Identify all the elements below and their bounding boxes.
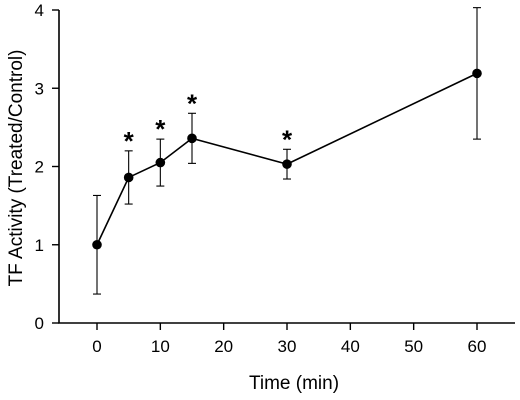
data-points (92, 68, 482, 250)
y-tick-label: 1 (35, 236, 44, 255)
significance-star: * (155, 114, 166, 144)
x-tick-label: 0 (92, 337, 101, 356)
significance-markers: * * * * * (124, 0, 483, 156)
x-tick-label: 10 (151, 337, 170, 356)
y-axis-ticks: 0 1 2 3 4 (35, 1, 59, 333)
data-point (282, 159, 292, 169)
x-tick-label: 40 (341, 337, 360, 356)
y-tick-label: 3 (35, 79, 44, 98)
x-axis-ticks: 0 10 20 30 40 50 60 (92, 323, 486, 356)
significance-star: * (472, 0, 483, 13)
data-point (92, 239, 102, 250)
data-point (123, 172, 134, 183)
series-line (96, 72, 478, 246)
x-tick-label: 60 (468, 337, 487, 356)
x-tick-label: 30 (278, 337, 297, 356)
significance-star: * (187, 88, 198, 118)
data-point (472, 68, 482, 79)
x-axis-label: Time (min) (249, 373, 339, 394)
x-tick-label: 50 (404, 337, 423, 356)
data-point (187, 133, 197, 144)
significance-star: * (282, 124, 293, 154)
y-tick-label: 2 (35, 158, 44, 177)
y-tick-label: 0 (35, 314, 44, 333)
y-axis-label: TF Activity (Treated/Control) (6, 50, 27, 287)
data-point (155, 157, 166, 168)
significance-star: * (124, 126, 135, 156)
x-tick-label: 20 (214, 337, 233, 356)
y-tick-label: 4 (35, 1, 44, 20)
